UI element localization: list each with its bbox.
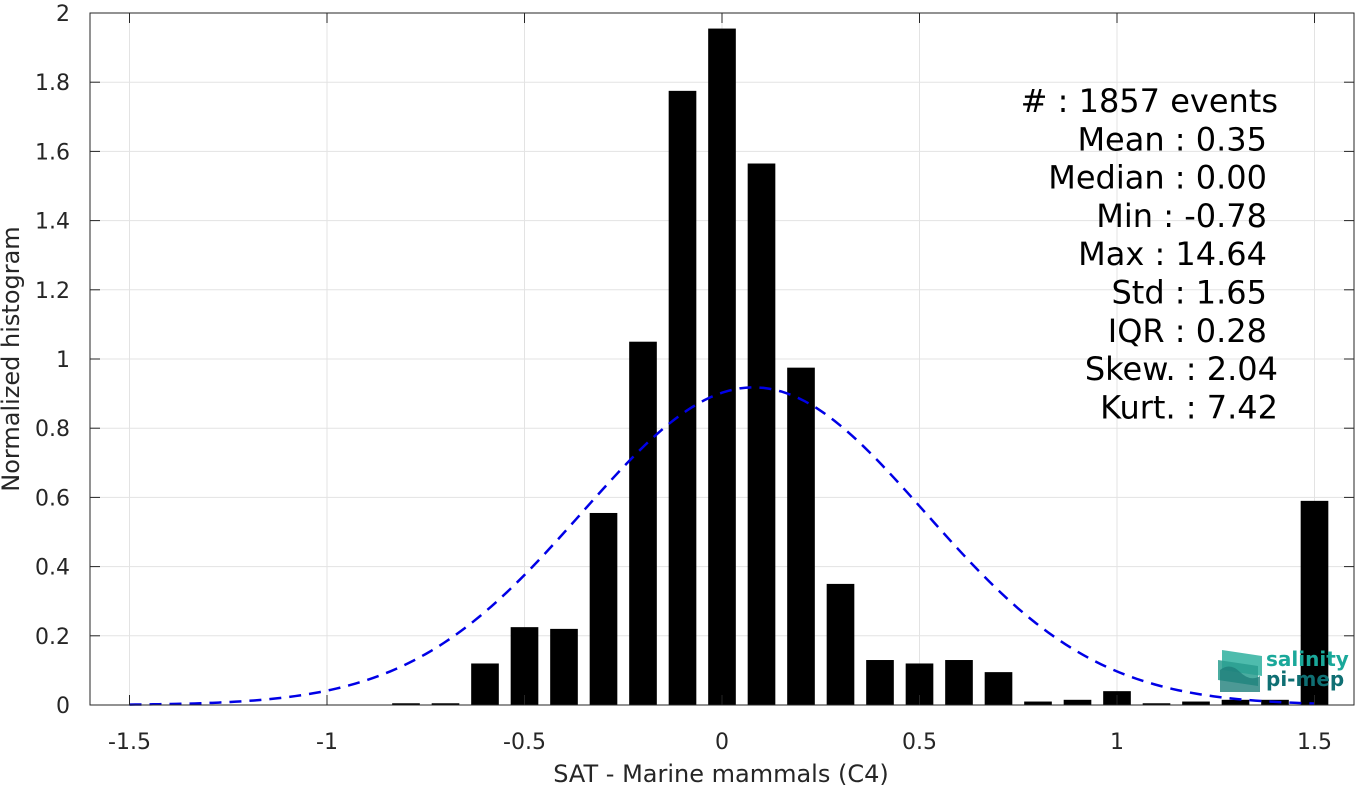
- histogram-bar: [945, 660, 973, 705]
- x-tick-labels: -1.5 -1 -0.5 0 0.5 1 1.5: [108, 730, 1332, 755]
- histogram-bar: [747, 163, 776, 705]
- histogram-bar: [1024, 701, 1052, 705]
- x-tick-label: -1.5: [108, 730, 151, 755]
- histogram-bar: [1300, 500, 1329, 705]
- y-tick-label: 1.8: [35, 71, 70, 96]
- logo-text-pi-mep: pi-mep: [1266, 667, 1344, 691]
- x-tick-label: 0: [715, 730, 729, 755]
- logo-text-salinity: salinity: [1266, 647, 1349, 671]
- stat-line: Std : 1.65: [1111, 274, 1267, 312]
- stat-line: IQR : 0.28: [1108, 312, 1267, 350]
- y-tick-labels: 0 0.2 0.4 0.6 0.8 1 1.2 1.4 1.6 1.8 2: [35, 2, 70, 719]
- x-axis-label: SAT - Marine mammals (C4): [553, 760, 888, 785]
- stat-line: Max : 14.64: [1078, 235, 1267, 273]
- x-tick-label: -0.5: [503, 730, 546, 755]
- x-tick-label: -1: [316, 730, 338, 755]
- y-tick-label: 1.6: [35, 140, 70, 165]
- histogram-bar: [1182, 701, 1210, 705]
- histogram-bar: [668, 90, 697, 706]
- histogram-bar: [826, 583, 855, 705]
- histogram-bar: [431, 703, 460, 705]
- y-tick-label: 0.4: [35, 556, 70, 581]
- stat-line: Mean : 0.35: [1077, 120, 1267, 158]
- histogram-bar: [866, 660, 894, 705]
- y-tick-label: 1.2: [35, 279, 70, 304]
- stat-line: Min : -0.78: [1096, 197, 1267, 235]
- histogram-bar: [589, 512, 618, 705]
- x-tick-label: 1: [1110, 730, 1124, 755]
- y-tick-label: 0.8: [35, 417, 70, 442]
- histogram-bar: [550, 628, 578, 705]
- histogram-bar: [1063, 699, 1092, 705]
- logo-wave-icon: [1218, 650, 1262, 692]
- stat-line: # : 1857 events: [1021, 82, 1278, 120]
- normal-fit-curve: [129, 386, 1315, 706]
- histogram-bar: [629, 341, 657, 705]
- histogram-bar: [1221, 699, 1250, 705]
- y-tick-label: 2: [56, 2, 70, 27]
- histogram-bar: [471, 663, 499, 705]
- stat-line: Kurt. : 7.42: [1100, 388, 1278, 426]
- axis-ticks: [90, 12, 1354, 706]
- salinity-pi-mep-logo: salinity pi-mep: [1218, 647, 1349, 692]
- y-tick-label: 1.4: [35, 210, 70, 235]
- histogram-bar: [708, 28, 736, 705]
- histogram-bar: [1142, 703, 1171, 705]
- histogram-bar: [787, 367, 815, 705]
- y-axis-label: Normalized histogram: [0, 226, 25, 491]
- y-tick-label: 0.6: [35, 486, 70, 511]
- histogram-bar: [984, 672, 1013, 705]
- histogram-bar: [510, 627, 539, 705]
- x-tick-label: 0.5: [902, 730, 937, 755]
- y-tick-label: 0: [56, 694, 70, 719]
- x-tick-label: 1.5: [1297, 730, 1332, 755]
- y-tick-label: 0.2: [35, 625, 70, 650]
- y-tick-label: 1: [56, 348, 70, 373]
- histogram-bar: [392, 703, 420, 705]
- stat-line: Median : 0.00: [1048, 159, 1267, 197]
- histogram-bars: [392, 28, 1329, 706]
- stat-line: Skew. : 2.04: [1085, 350, 1278, 388]
